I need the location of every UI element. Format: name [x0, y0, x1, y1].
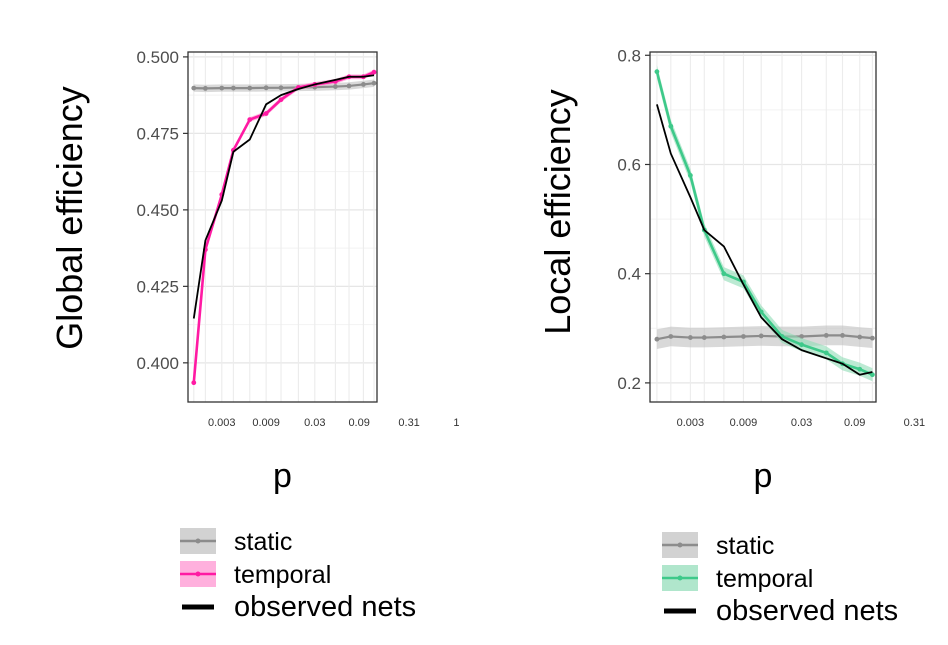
- x-tick-label: 0.09: [348, 417, 369, 429]
- legend-label-temporal: temporal: [716, 565, 813, 593]
- y-tick-label: 0.475: [136, 124, 179, 143]
- legend-key-point: [677, 542, 683, 548]
- point-static: [721, 334, 727, 340]
- panel-border: [187, 51, 378, 403]
- x-tick-label: 0.31: [398, 417, 419, 429]
- y-tick-label: 0.450: [136, 201, 179, 220]
- x-tick-label: 0.009: [730, 417, 758, 429]
- y-tick-label: 0.6: [617, 155, 641, 174]
- point-static: [278, 85, 284, 91]
- x-tick-label: 1: [453, 417, 459, 429]
- legend-label-temporal: temporal: [234, 561, 331, 589]
- point-temporal: [278, 97, 284, 103]
- x-tick-label: 0.009: [252, 417, 280, 429]
- point-temporal: [687, 173, 693, 178]
- y-axis-label: Local efficiency: [537, 89, 578, 334]
- band-temporal: [193, 69, 375, 386]
- point-static: [668, 334, 674, 339]
- band-temporal: [656, 65, 873, 382]
- point-temporal: [721, 271, 727, 277]
- point-static: [840, 332, 845, 338]
- panel-border: [649, 51, 877, 403]
- point-static: [870, 335, 875, 341]
- point-static: [371, 80, 377, 86]
- point-static: [263, 85, 269, 91]
- point-temporal: [857, 366, 863, 372]
- legend-label-observed: observed nets: [234, 591, 416, 623]
- x-axis-label: p: [273, 457, 292, 495]
- legend-label-static: static: [716, 532, 774, 560]
- panel-right: 0.20.40.60.80.0030.0090.030.090.311Local…: [537, 46, 925, 627]
- point-static: [823, 332, 829, 338]
- point-static: [741, 334, 746, 339]
- point-static: [654, 336, 660, 342]
- point-static: [687, 335, 693, 340]
- y-tick-label: 0.8: [617, 46, 641, 65]
- point-static: [247, 85, 253, 91]
- panel-left: 0.400 0.425 0.450 0.475 0.500 0.003 0.009 0.03 0…: [49, 48, 459, 623]
- y-axis-label: Global efficiency: [49, 86, 90, 349]
- x-tick-label: 0.003: [208, 417, 236, 429]
- grid: [188, 52, 377, 402]
- point-temporal: [263, 111, 269, 116]
- line-temporal: [192, 70, 375, 383]
- x-tick-label: 0.31: [904, 417, 925, 429]
- point-static: [701, 335, 707, 340]
- point-static: [857, 334, 863, 340]
- y-tick-label: 0.500: [136, 48, 179, 67]
- point-static: [333, 84, 338, 89]
- x-axis-label: p: [754, 457, 773, 495]
- legend-label-static: static: [234, 528, 292, 556]
- x-tick-label: 0.003: [677, 417, 705, 429]
- point-static: [191, 85, 197, 91]
- point-temporal: [191, 380, 197, 386]
- legend-key-point: [195, 538, 201, 544]
- point-static: [219, 85, 225, 91]
- point-temporal: [371, 69, 377, 75]
- y-tick-label: 0.2: [617, 374, 641, 393]
- point-temporal: [247, 117, 253, 123]
- line-observed: [192, 74, 375, 319]
- x-tick-label: 0.09: [844, 417, 865, 429]
- legend-key-point: [677, 575, 683, 581]
- legend-key-point: [195, 571, 201, 577]
- y-tick-label: 0.400: [136, 354, 179, 373]
- line-observed: [656, 104, 873, 376]
- point-temporal: [823, 350, 829, 356]
- point-temporal: [758, 309, 764, 315]
- point-temporal: [654, 69, 660, 75]
- x-tick-label: 0.03: [791, 417, 812, 429]
- point-temporal: [870, 372, 875, 378]
- y-tick-label: 0.4: [617, 265, 641, 284]
- point-static: [230, 85, 236, 91]
- band-static: [656, 325, 873, 350]
- x-tick-label: 0.03: [304, 417, 325, 429]
- point-static: [361, 82, 366, 87]
- point-static: [346, 83, 352, 89]
- y-tick-label: 0.425: [136, 277, 179, 296]
- point-temporal: [799, 342, 804, 348]
- grid: [650, 52, 876, 402]
- point-static: [758, 333, 764, 339]
- legend-label-observed: observed nets: [716, 595, 898, 627]
- point-static: [202, 86, 208, 91]
- point-temporal: [668, 123, 674, 129]
